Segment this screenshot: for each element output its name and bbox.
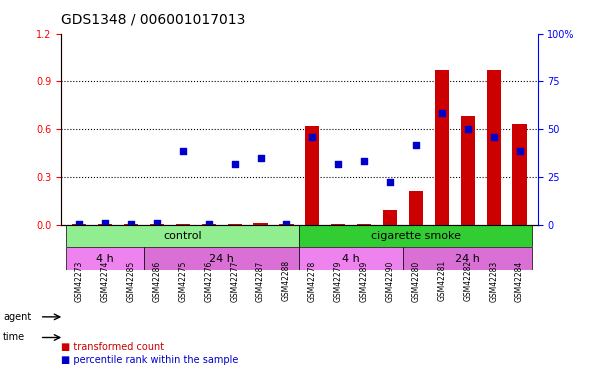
Point xyxy=(204,221,214,227)
Bar xyxy=(227,224,242,225)
Text: GSM42283: GSM42283 xyxy=(489,260,498,302)
Text: GSM42286: GSM42286 xyxy=(152,260,161,302)
Point xyxy=(385,179,395,185)
Text: GSM42274: GSM42274 xyxy=(101,260,109,302)
Bar xyxy=(409,191,423,225)
Text: GSM42290: GSM42290 xyxy=(386,260,395,302)
Text: 24 h: 24 h xyxy=(209,254,234,264)
Bar xyxy=(202,224,216,225)
Point xyxy=(255,155,265,161)
Point xyxy=(411,142,421,148)
Bar xyxy=(254,223,268,225)
Text: 4 h: 4 h xyxy=(342,254,360,264)
Point xyxy=(282,221,291,227)
Point xyxy=(489,134,499,140)
Bar xyxy=(513,124,527,225)
FancyBboxPatch shape xyxy=(299,225,533,248)
Text: GSM42289: GSM42289 xyxy=(360,260,368,302)
Text: cigarette smoke: cigarette smoke xyxy=(371,231,461,241)
Text: agent: agent xyxy=(3,312,31,322)
Bar xyxy=(150,224,164,225)
Text: GSM42275: GSM42275 xyxy=(178,260,188,302)
Text: GSM42278: GSM42278 xyxy=(308,260,317,302)
Bar xyxy=(176,224,190,225)
Text: GSM42279: GSM42279 xyxy=(334,260,343,302)
Text: GSM42282: GSM42282 xyxy=(463,260,472,302)
Bar xyxy=(383,210,397,225)
Text: GSM42284: GSM42284 xyxy=(515,260,524,302)
Point xyxy=(75,221,84,227)
Bar xyxy=(331,224,345,225)
Bar xyxy=(72,224,86,225)
FancyBboxPatch shape xyxy=(403,248,533,270)
Bar xyxy=(98,224,112,225)
Text: ■ transformed count: ■ transformed count xyxy=(61,342,164,352)
Point xyxy=(359,158,369,164)
Text: control: control xyxy=(164,231,202,241)
Point xyxy=(307,134,317,140)
Text: GSM42273: GSM42273 xyxy=(75,260,84,302)
Text: GDS1348 / 006001017013: GDS1348 / 006001017013 xyxy=(61,12,246,26)
Text: time: time xyxy=(3,333,25,342)
Text: ■ percentile rank within the sample: ■ percentile rank within the sample xyxy=(61,355,238,365)
Bar xyxy=(486,70,501,225)
Point xyxy=(334,161,343,167)
Text: GSM42287: GSM42287 xyxy=(256,260,265,302)
Bar xyxy=(279,224,293,225)
Bar xyxy=(434,70,449,225)
Text: GSM42285: GSM42285 xyxy=(126,260,136,302)
Point xyxy=(514,148,524,154)
Point xyxy=(152,220,162,226)
Bar xyxy=(124,224,138,225)
Text: GSM42277: GSM42277 xyxy=(230,260,239,302)
Bar xyxy=(357,224,371,225)
FancyBboxPatch shape xyxy=(299,248,403,270)
FancyBboxPatch shape xyxy=(66,248,144,270)
Text: GSM42280: GSM42280 xyxy=(411,260,420,302)
Text: GSM42276: GSM42276 xyxy=(204,260,213,302)
Text: 4 h: 4 h xyxy=(97,254,114,264)
Point xyxy=(463,126,473,132)
FancyBboxPatch shape xyxy=(66,225,299,248)
Text: GSM42281: GSM42281 xyxy=(437,260,447,302)
Point xyxy=(437,110,447,116)
FancyBboxPatch shape xyxy=(144,248,299,270)
Text: GSM42288: GSM42288 xyxy=(282,260,291,302)
Bar xyxy=(306,126,320,225)
Point xyxy=(126,221,136,227)
Bar xyxy=(461,117,475,225)
Text: 24 h: 24 h xyxy=(455,254,480,264)
Point xyxy=(100,220,110,226)
Point xyxy=(230,161,240,167)
Point xyxy=(178,148,188,154)
